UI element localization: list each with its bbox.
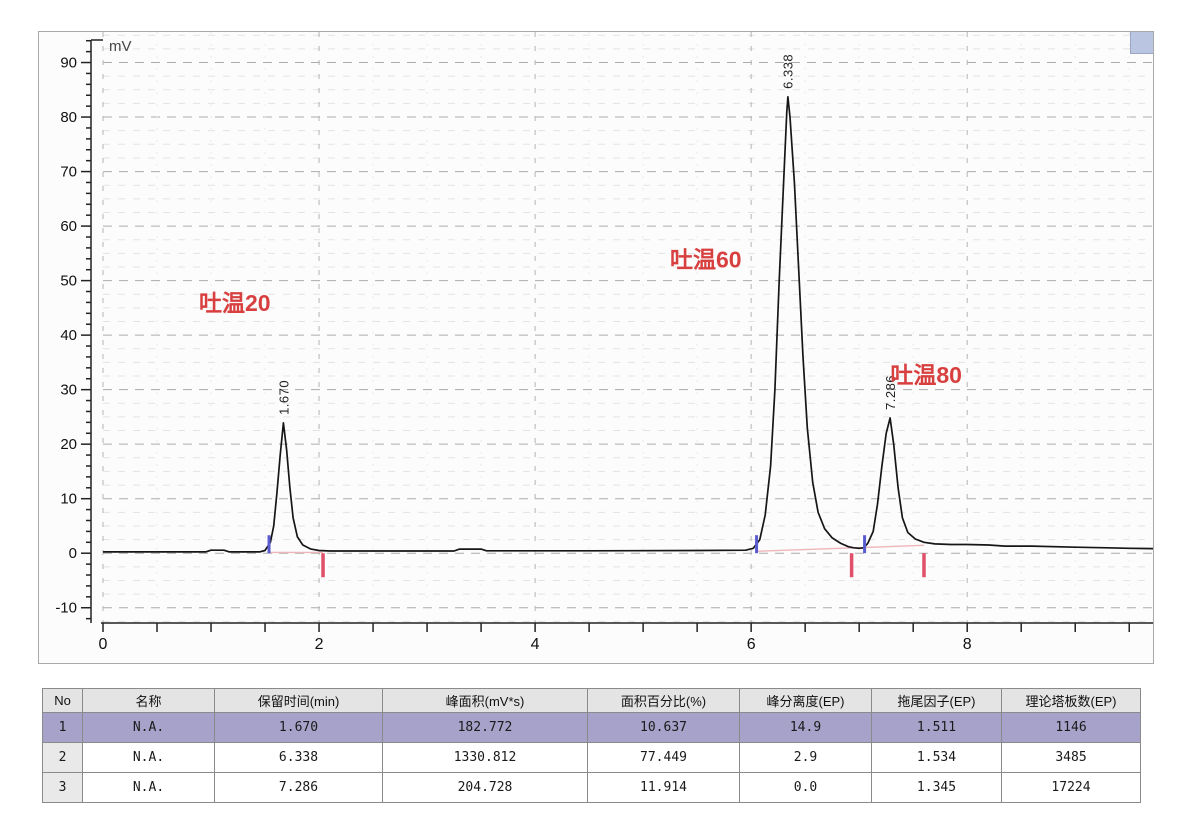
cell-r3c1[interactable]: N.A. [82, 772, 215, 803]
y-tick-label: 30 [60, 382, 77, 399]
cell-r3c6[interactable]: 1.345 [871, 772, 1002, 803]
cell-r3c2[interactable]: 7.286 [214, 772, 383, 803]
y-tick-label: 20 [60, 436, 77, 453]
y-tick-label: -10 [55, 600, 77, 617]
column-header-6[interactable]: 拖尾因子(EP) [871, 688, 1002, 713]
scrollbar-thumb[interactable] [1130, 32, 1153, 54]
cell-r3c0[interactable]: 3 [42, 772, 83, 803]
y-tick-label: 10 [60, 491, 77, 508]
integration-baseline [756, 544, 925, 553]
peak-time-label: 7.286 [883, 375, 898, 410]
cell-r1c0[interactable]: 1 [42, 712, 83, 743]
cell-r2c0[interactable]: 2 [42, 742, 83, 773]
chromatogram-chart[interactable]: -10 0 10 20 30 40 50 60 70 80 90 0 2 4 6 8 mV 1.670 吐温20 6.… [39, 32, 1153, 663]
peak-annotation: 吐温80 [890, 362, 962, 388]
cell-r2c5[interactable]: 2.9 [739, 742, 872, 773]
y-axis-unit-label: mV [109, 38, 132, 55]
cell-r2c7[interactable]: 3485 [1001, 742, 1141, 773]
y-tick-label: 50 [60, 273, 77, 290]
cell-r3c7[interactable]: 17224 [1001, 772, 1141, 803]
x-tick-label: 8 [963, 636, 972, 653]
cell-r3c5[interactable]: 0.0 [739, 772, 872, 803]
x-tick-label: 6 [747, 636, 756, 653]
cell-r2c3[interactable]: 1330.812 [382, 742, 588, 773]
column-header-5[interactable]: 峰分离度(EP) [739, 688, 872, 713]
cell-r2c6[interactable]: 1.534 [871, 742, 1002, 773]
cell-r1c3[interactable]: 182.772 [382, 712, 588, 743]
column-header-2[interactable]: 保留时间(min) [214, 688, 383, 713]
cell-r1c1[interactable]: N.A. [82, 712, 215, 743]
y-tick-label: 60 [60, 218, 77, 235]
table-row-3[interactable]: 3 N.A. 7.286 204.728 11.914 0.0 1.345 17224 [42, 772, 1141, 803]
column-header-7[interactable]: 理论塔板数(EP) [1001, 688, 1141, 713]
results-table-body: 1 N.A. 1.670 182.772 10.637 14.9 1.511 1146 2 N.A… [42, 712, 1141, 803]
table-row-1[interactable]: 1 N.A. 1.670 182.772 10.637 14.9 1.511 1146 [42, 712, 1141, 743]
y-tick-label: 70 [60, 164, 77, 181]
cell-r2c2[interactable]: 6.338 [214, 742, 383, 773]
cell-r1c4[interactable]: 10.637 [587, 712, 740, 743]
table-row-2[interactable]: 2 N.A. 6.338 1330.812 77.449 2.9 1.534 3485 [42, 742, 1141, 773]
cell-r1c2[interactable]: 1.670 [214, 712, 383, 743]
y-tick-label: 40 [60, 327, 77, 344]
peak-annotation: 吐温60 [670, 246, 742, 272]
x-tick-label: 2 [315, 636, 324, 653]
cell-r2c1[interactable]: N.A. [82, 742, 215, 773]
cell-r2c4[interactable]: 77.449 [587, 742, 740, 773]
cell-r1c6[interactable]: 1.511 [871, 712, 1002, 743]
results-table: No 名称 保留时间(min) 峰面积(mV*s) 面积百分比(%) 峰分离度(EP) 拖尾… [42, 688, 1141, 803]
cell-r1c7[interactable]: 1146 [1001, 712, 1141, 743]
column-header-4[interactable]: 面积百分比(%) [587, 688, 740, 713]
cell-r3c3[interactable]: 204.728 [382, 772, 588, 803]
column-header-3[interactable]: 峰面积(mV*s) [382, 688, 588, 713]
x-tick-label: 4 [531, 636, 540, 653]
column-header-1[interactable]: 名称 [82, 688, 215, 713]
cell-r3c4[interactable]: 11.914 [587, 772, 740, 803]
y-tick-label: 90 [60, 55, 77, 72]
cell-r1c5[interactable]: 14.9 [739, 712, 872, 743]
y-tick-label: 0 [69, 545, 77, 562]
x-tick-label: 0 [99, 636, 108, 653]
peak-time-label: 1.670 [276, 380, 291, 415]
y-tick-label: 80 [60, 109, 77, 126]
chromatogram-panel: -10 0 10 20 30 40 50 60 70 80 90 0 2 4 6 8 mV 1.670 吐温20 6.… [38, 31, 1154, 664]
peak-annotation: 吐温20 [199, 290, 271, 316]
results-table-header: No 名称 保留时间(min) 峰面积(mV*s) 面积百分比(%) 峰分离度(EP) 拖尾… [42, 688, 1141, 713]
column-header-0[interactable]: No [42, 688, 83, 713]
chromatogram-trace [103, 96, 1153, 553]
peak-time-label: 6.338 [781, 54, 796, 89]
